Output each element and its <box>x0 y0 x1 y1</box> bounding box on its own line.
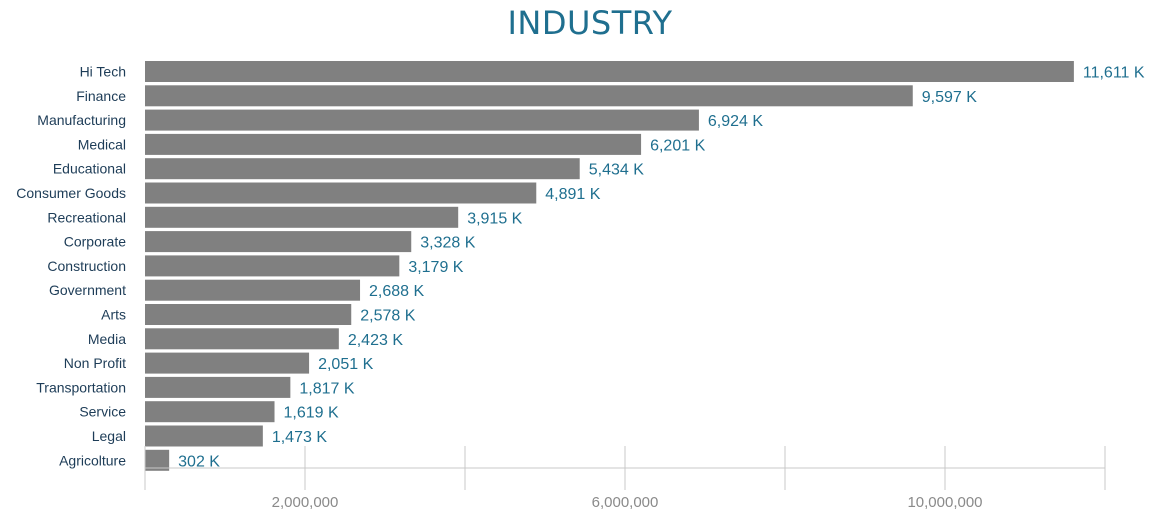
category-label: Recreational <box>47 209 126 225</box>
x-tick-label: 6,000,000 <box>592 494 659 511</box>
bar <box>145 352 310 374</box>
data-label: 4,891 K <box>545 186 600 203</box>
data-label: 1,619 K <box>284 405 339 422</box>
data-label: 5,434 K <box>589 162 644 179</box>
data-label: 6,201 K <box>650 137 705 154</box>
category-label: Agricolture <box>59 452 126 468</box>
data-label: 3,915 K <box>467 210 522 227</box>
category-label: Educational <box>53 161 126 177</box>
bar <box>145 328 339 350</box>
category-label: Arts <box>101 307 126 323</box>
bar <box>145 231 412 253</box>
category-label: Legal <box>92 428 126 444</box>
bar <box>145 449 170 471</box>
category-label: Hi Tech <box>80 64 126 80</box>
bar <box>145 255 400 277</box>
category-label: Government <box>49 282 126 298</box>
bar <box>145 182 537 204</box>
bar <box>145 425 263 447</box>
category-label: Finance <box>76 88 126 104</box>
data-label: 3,179 K <box>408 259 463 276</box>
chart-title: INDUSTRY <box>507 4 673 42</box>
bar <box>145 109 699 131</box>
category-label: Non Profit <box>64 355 126 371</box>
bar <box>145 85 913 107</box>
category-label: Manufacturing <box>37 112 126 128</box>
bar <box>145 376 291 398</box>
bar <box>145 61 1074 82</box>
bar <box>145 279 361 301</box>
category-label: Media <box>88 331 126 347</box>
category-label: Construction <box>47 258 126 274</box>
bar <box>145 133 642 155</box>
data-label: 2,423 K <box>348 332 403 349</box>
data-label: 11,611 K <box>1083 65 1145 82</box>
x-tick-label: 10,000,000 <box>907 494 982 511</box>
data-label: 2,578 K <box>360 308 415 325</box>
bar <box>145 206 459 228</box>
data-label: 1,817 K <box>299 380 354 397</box>
data-label: 302 K <box>178 453 220 470</box>
data-label: 6,924 K <box>708 113 763 130</box>
bar <box>145 158 580 180</box>
category-label: Corporate <box>64 234 126 250</box>
category-label: Service <box>79 404 126 420</box>
x-tick-label: 2,000,000 <box>272 494 339 511</box>
bar <box>145 304 352 325</box>
category-label: Transportation <box>36 379 126 395</box>
data-label: 1,473 K <box>272 429 327 446</box>
data-label: 9,597 K <box>922 89 977 106</box>
category-label: Consumer Goods <box>16 185 126 201</box>
data-label: 3,328 K <box>420 235 475 252</box>
data-label: 2,051 K <box>318 356 373 373</box>
category-label: Medical <box>78 136 126 152</box>
data-label: 2,688 K <box>369 283 424 300</box>
bar <box>145 401 275 423</box>
